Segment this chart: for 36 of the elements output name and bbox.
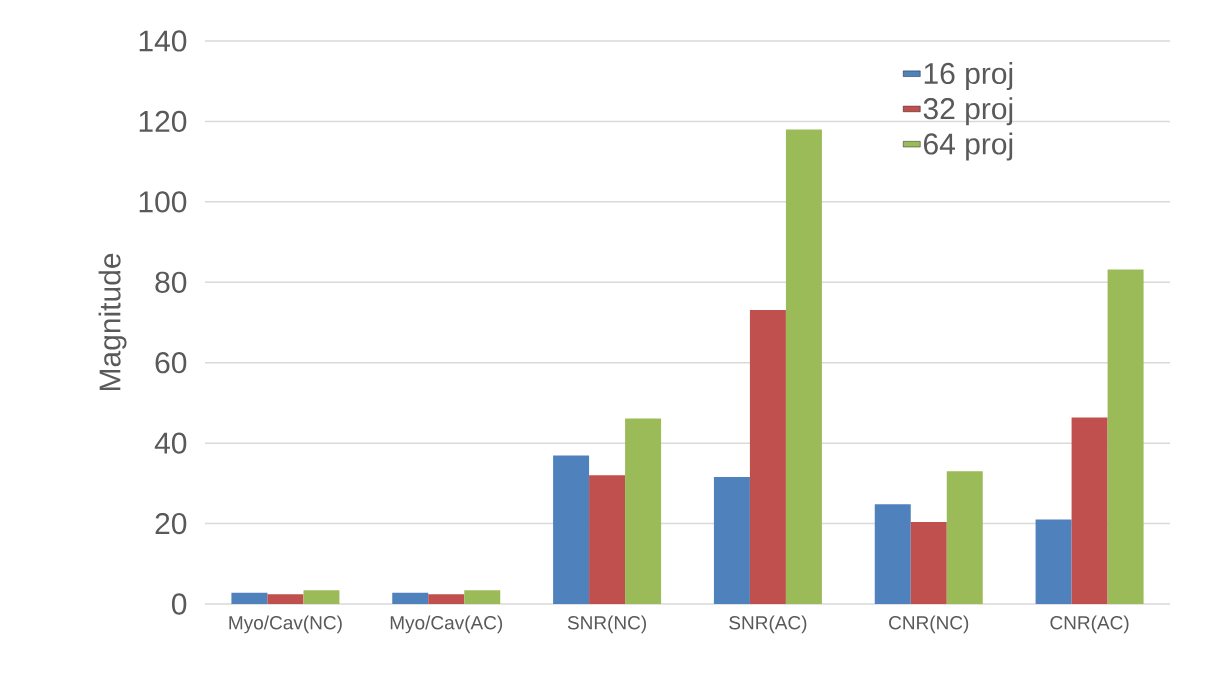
x-tick-label: CNR(NC)	[889, 615, 969, 634]
y-tick-label: 80	[155, 271, 187, 293]
x-tick-label: Myo/Cav(NC)	[229, 615, 342, 634]
bar	[392, 592, 429, 604]
y-tick-label: 120	[139, 110, 187, 133]
y-tick-label: 20	[155, 512, 187, 535]
bar	[464, 590, 501, 604]
bar	[303, 590, 340, 604]
bar	[785, 129, 822, 604]
x-tick-label: SNR(NC)	[567, 615, 646, 634]
x-tick-label: CNR(AC)	[1050, 615, 1129, 634]
bar	[625, 418, 662, 604]
bar	[553, 455, 590, 604]
y-tick-label: 100	[139, 191, 187, 213]
legend-label: 64 proj	[924, 132, 1013, 161]
bar	[874, 504, 911, 604]
bar	[589, 475, 626, 604]
y-axis-title: Magnitude	[98, 253, 127, 391]
y-tick-label: 140	[139, 30, 187, 52]
y-tick-label: 60	[155, 352, 187, 374]
bar	[713, 476, 750, 604]
bar	[428, 594, 465, 604]
x-tick-label: Myo/Cav(AC)	[390, 615, 503, 634]
bar	[910, 521, 947, 604]
y-tick-label: 0	[171, 593, 187, 615]
legend-label: 16 proj	[924, 62, 1013, 91]
bar	[267, 594, 304, 604]
bar	[1071, 417, 1108, 604]
y-tick-label: 40	[154, 432, 187, 454]
legend-label: 32 proj	[923, 97, 1013, 126]
bar	[231, 592, 268, 604]
bar	[1107, 269, 1144, 604]
bar	[749, 310, 786, 604]
bar	[1035, 519, 1072, 604]
x-tick-label: SNR(AC)	[729, 615, 807, 634]
bar	[946, 471, 983, 604]
